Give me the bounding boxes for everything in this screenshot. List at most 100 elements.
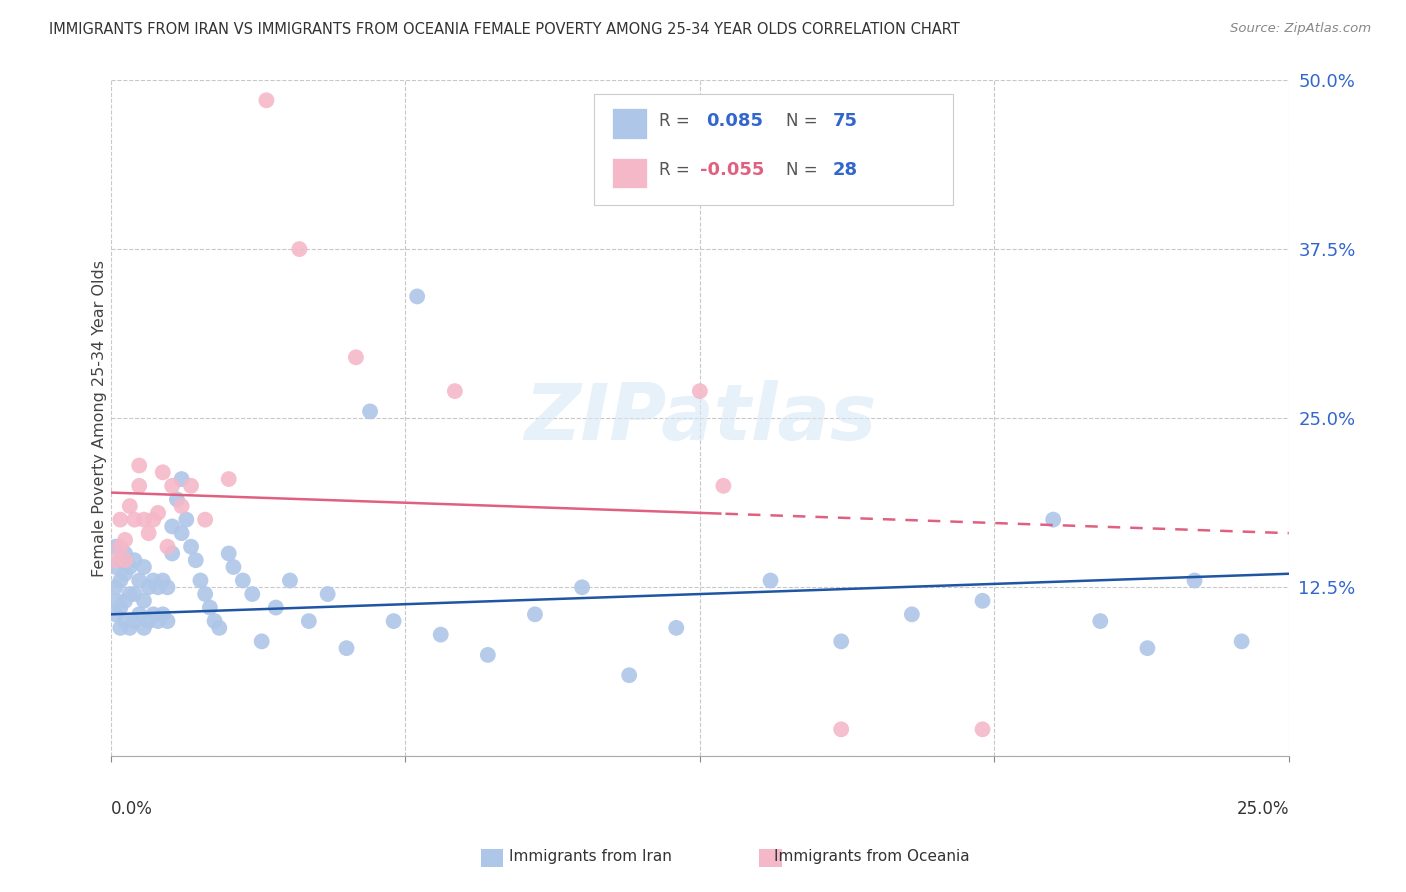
Point bbox=[110, 621, 132, 635]
Point bbox=[132, 513, 155, 527]
Text: N =: N = bbox=[786, 112, 823, 129]
Point bbox=[114, 533, 136, 547]
Point bbox=[124, 513, 146, 527]
Point bbox=[198, 600, 221, 615]
Point bbox=[316, 587, 339, 601]
Point bbox=[142, 574, 165, 588]
Text: 25.0%: 25.0% bbox=[1236, 800, 1289, 818]
Text: -0.055: -0.055 bbox=[700, 161, 765, 179]
Point bbox=[138, 526, 160, 541]
Point bbox=[429, 627, 451, 641]
Point bbox=[254, 93, 277, 107]
Text: N =: N = bbox=[786, 161, 823, 179]
Point bbox=[250, 634, 273, 648]
Text: 0.0%: 0.0% bbox=[111, 800, 153, 818]
Point bbox=[128, 607, 150, 622]
Point bbox=[152, 574, 174, 588]
Point bbox=[110, 574, 132, 588]
Point bbox=[901, 607, 924, 622]
Point bbox=[156, 580, 179, 594]
Point bbox=[110, 540, 132, 554]
Point bbox=[104, 607, 127, 622]
Point bbox=[104, 580, 127, 594]
Point bbox=[156, 614, 179, 628]
Point bbox=[194, 513, 217, 527]
Point bbox=[138, 580, 160, 594]
Point bbox=[104, 594, 127, 608]
Point bbox=[298, 614, 321, 628]
Point bbox=[170, 526, 193, 541]
Point bbox=[218, 472, 240, 486]
Point bbox=[1184, 574, 1206, 588]
Point bbox=[1042, 513, 1064, 527]
Point bbox=[132, 594, 155, 608]
Point bbox=[1136, 641, 1159, 656]
Point bbox=[124, 587, 146, 601]
Point bbox=[160, 479, 183, 493]
Point bbox=[160, 519, 183, 533]
Point bbox=[194, 587, 217, 601]
Point bbox=[571, 580, 593, 594]
Point bbox=[240, 587, 263, 601]
Point bbox=[114, 594, 136, 608]
Point bbox=[114, 553, 136, 567]
Text: R =: R = bbox=[658, 161, 695, 179]
Point bbox=[118, 621, 141, 635]
Text: ZIPatlas: ZIPatlas bbox=[523, 380, 876, 456]
Point bbox=[114, 614, 136, 628]
Point bbox=[665, 621, 688, 635]
Point bbox=[118, 560, 141, 574]
Text: IMMIGRANTS FROM IRAN VS IMMIGRANTS FROM OCEANIA FEMALE POVERTY AMONG 25-34 YEAR : IMMIGRANTS FROM IRAN VS IMMIGRANTS FROM … bbox=[49, 22, 960, 37]
Point bbox=[406, 289, 429, 303]
FancyBboxPatch shape bbox=[612, 158, 647, 188]
Point bbox=[124, 553, 146, 567]
Point bbox=[128, 458, 150, 473]
Point bbox=[152, 607, 174, 622]
Point bbox=[1230, 634, 1253, 648]
Point bbox=[382, 614, 405, 628]
Point bbox=[114, 546, 136, 560]
Point bbox=[278, 574, 301, 588]
Point bbox=[152, 465, 174, 479]
Point bbox=[689, 384, 711, 398]
Point bbox=[477, 648, 499, 662]
Point bbox=[713, 479, 735, 493]
Point bbox=[128, 479, 150, 493]
Point bbox=[132, 560, 155, 574]
Text: 0.085: 0.085 bbox=[706, 112, 762, 129]
Point bbox=[344, 351, 367, 365]
Point bbox=[142, 607, 165, 622]
Point bbox=[138, 614, 160, 628]
Point bbox=[146, 614, 169, 628]
Point bbox=[104, 540, 127, 554]
Point bbox=[208, 621, 231, 635]
Text: Immigrants from Oceania: Immigrants from Oceania bbox=[773, 849, 970, 863]
Point bbox=[170, 499, 193, 513]
Point bbox=[104, 553, 127, 567]
Point bbox=[180, 540, 202, 554]
Point bbox=[166, 492, 188, 507]
Point bbox=[146, 506, 169, 520]
Point bbox=[124, 614, 146, 628]
Point bbox=[160, 546, 183, 560]
FancyBboxPatch shape bbox=[612, 109, 647, 139]
Point bbox=[288, 242, 311, 256]
Y-axis label: Female Poverty Among 25-34 Year Olds: Female Poverty Among 25-34 Year Olds bbox=[93, 260, 107, 576]
Text: Immigrants from Iran: Immigrants from Iran bbox=[509, 849, 672, 863]
Point bbox=[972, 594, 994, 608]
Text: R =: R = bbox=[658, 112, 695, 129]
Point bbox=[1090, 614, 1112, 628]
Point bbox=[759, 574, 782, 588]
Point bbox=[190, 574, 212, 588]
Point bbox=[104, 560, 127, 574]
Point bbox=[232, 574, 254, 588]
Point bbox=[156, 540, 179, 554]
Point bbox=[222, 560, 245, 574]
Point bbox=[617, 668, 640, 682]
Point bbox=[335, 641, 357, 656]
Point bbox=[118, 499, 141, 513]
Point bbox=[972, 723, 994, 737]
Point bbox=[110, 553, 132, 567]
Point bbox=[176, 513, 198, 527]
Point bbox=[170, 472, 193, 486]
